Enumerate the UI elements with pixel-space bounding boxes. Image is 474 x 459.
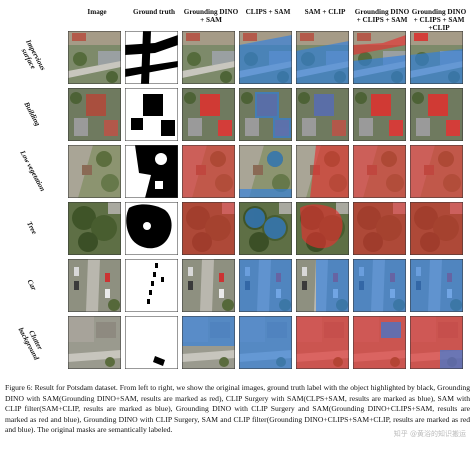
tile-impervious-surface-gdino-clips-sam-clip [410,31,463,84]
tile-impervious-surface-ground-truth [125,31,178,84]
tile-clutter-background-gdino-sam [182,316,235,369]
tile-tree-gdino-clips-sam-clip [410,202,463,255]
tile-clutter-background-image [68,316,121,369]
tile-car-gdino-clips-sam-clip [410,259,463,312]
column-header-clips-sam: CLIPS + SAM [245,8,291,16]
tile-car-sam-clip [296,259,349,312]
tile-impervious-surface-sam-clip [296,31,349,84]
tile-building-gdino-clips-sam [353,88,406,141]
tile-impervious-surface-clips-sam [239,31,292,84]
tile-tree-clips-sam [239,202,292,255]
tile-building-clips-sam [239,88,292,141]
tile-low-vegetation-gdino-clips-sam-clip [410,145,463,198]
tile-building-ground-truth [125,88,178,141]
tile-clutter-background-gdino-clips-sam [353,316,406,369]
row-label-car: Car [25,278,39,292]
row-label-clutter-background: Clutter background [16,326,44,362]
tile-clutter-background-clips-sam [239,316,292,369]
tile-tree-ground-truth [125,202,178,255]
tile-car-gdino-sam [182,259,235,312]
tile-low-vegetation-image [68,145,121,198]
tile-tree-image [68,202,121,255]
tile-car-ground-truth [125,259,178,312]
tile-low-vegetation-gdino-sam [182,145,235,198]
tile-clutter-background-ground-truth [125,316,178,369]
tile-tree-gdino-sam [182,202,235,255]
tile-tree-gdino-clips-sam [353,202,406,255]
figure-caption: Figure 6: Result for Potsdam dataset. Fr… [5,383,470,435]
tile-building-gdino-clips-sam-clip [410,88,463,141]
column-header-gdino-clips-sam: Grounding DINO + CLIPS + SAM [354,8,410,24]
column-header-gdino-sam: Grounding DINO + SAM [183,8,239,24]
column-header-gdino-clips-sam-clip: Grounding DINO + CLIPS + SAM +CLIP [411,8,467,32]
column-header-image: Image [87,8,107,16]
row-label-impervious-surface: Impervious surface [19,38,47,72]
tile-low-vegetation-gdino-clips-sam [353,145,406,198]
tile-building-gdino-sam [182,88,235,141]
column-header-sam-clip: SAM + CLIP [304,8,346,16]
tile-tree-sam-clip [296,202,349,255]
tile-clutter-background-gdino-clips-sam-clip [410,316,463,369]
tile-impervious-surface-gdino-clips-sam [353,31,406,84]
tile-impervious-surface-image [68,31,121,84]
tile-low-vegetation-clips-sam [239,145,292,198]
tile-low-vegetation-ground-truth [125,145,178,198]
tile-car-image [68,259,121,312]
tile-building-image [68,88,121,141]
column-header-ground-truth: Ground truth [132,8,175,16]
row-label-low-vegetation: Low vegetation [17,149,47,193]
tile-car-gdino-clips-sam [353,259,406,312]
tile-impervious-surface-gdino-sam [182,31,235,84]
tile-car-clips-sam [239,259,292,312]
row-label-building: Building [22,100,42,128]
tile-clutter-background-sam-clip [296,316,349,369]
tile-low-vegetation-sam-clip [296,145,349,198]
watermark: 知乎 @黄浴的知识搬运 [393,430,466,438]
tile-building-sam-clip [296,88,349,141]
row-label-tree: Tree [25,220,39,236]
